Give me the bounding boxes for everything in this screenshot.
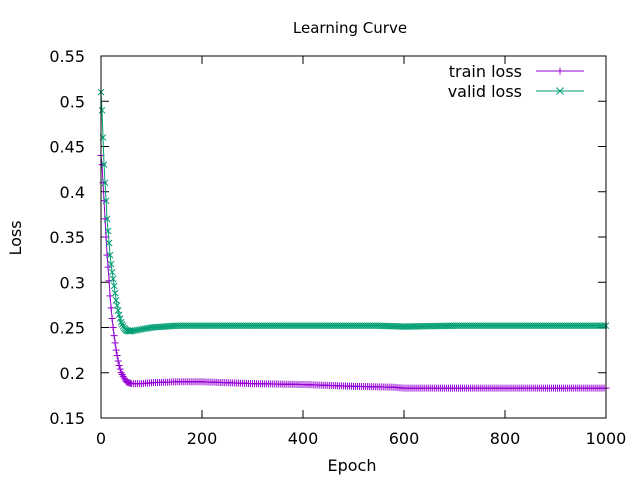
series-valid-loss	[97, 88, 610, 335]
y-tick-label: 0.45	[49, 138, 85, 157]
data-point	[117, 369, 125, 377]
x-tick-label: 0	[96, 429, 106, 448]
data-point	[114, 357, 122, 365]
data-point	[111, 339, 119, 347]
data-point	[113, 302, 121, 309]
data-point	[106, 251, 114, 259]
data-point	[115, 362, 123, 370]
data-point	[112, 346, 120, 354]
data-point	[110, 282, 118, 290]
x-axis-label: Epoch	[328, 456, 377, 475]
data-point	[119, 372, 127, 380]
y-tick-label: 0.15	[49, 409, 85, 428]
data-point	[108, 314, 116, 322]
y-axis-label: Loss	[6, 220, 25, 255]
data-point	[103, 215, 111, 223]
data-point	[124, 327, 132, 335]
data-point	[111, 289, 119, 297]
data-point	[109, 275, 117, 283]
data-point	[110, 332, 118, 340]
x-tick-label: 400	[288, 429, 319, 448]
series-line	[100, 155, 606, 389]
legend-swatch-marker	[556, 67, 564, 75]
x-tick-label: 600	[389, 429, 420, 448]
data-point	[104, 263, 112, 271]
data-point	[113, 352, 121, 360]
y-tick-label: 0.55	[49, 47, 85, 66]
y-tick-label: 0.2	[60, 364, 85, 383]
data-point	[107, 304, 115, 312]
data-point	[100, 161, 108, 168]
data-point	[101, 179, 109, 187]
y-tick-label: 0.3	[60, 273, 85, 292]
series-line	[100, 92, 606, 332]
x-tick-label: 200	[187, 429, 218, 448]
chart-title: Learning Curve	[293, 19, 407, 37]
data-point	[109, 324, 117, 331]
data-point	[112, 296, 120, 304]
y-tick-label: 0.5	[60, 92, 85, 111]
x-tick-label: 1000	[586, 429, 627, 448]
data-point	[120, 374, 128, 382]
plot-frame	[100, 55, 607, 419]
data-point	[102, 197, 110, 205]
data-point	[105, 239, 113, 247]
y-tick-label: 0.35	[49, 228, 85, 247]
data-point	[117, 318, 125, 326]
y-tick-label: 0.25	[49, 319, 85, 338]
data-point	[116, 365, 124, 373]
data-point	[104, 227, 112, 235]
legend-label: valid loss	[448, 82, 522, 101]
x-tick-label: 800	[490, 429, 521, 448]
data-point	[108, 268, 116, 276]
data-point	[118, 371, 126, 379]
legend-swatch-marker	[556, 87, 564, 95]
data-point	[98, 106, 106, 114]
data-point	[118, 320, 126, 328]
data-point	[107, 260, 115, 268]
series-train-loss	[97, 152, 610, 392]
y-tick-label: 0.4	[60, 183, 85, 202]
legend-label: train loss	[449, 62, 522, 81]
